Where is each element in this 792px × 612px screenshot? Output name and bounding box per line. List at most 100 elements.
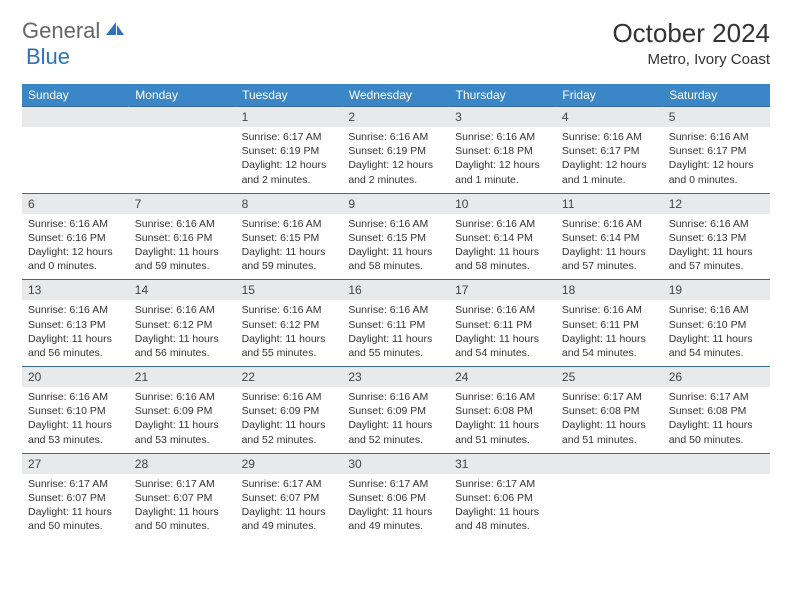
day-number-cell: 9 [342, 193, 449, 214]
day-number: 13 [22, 280, 129, 300]
day-number: 23 [342, 367, 449, 387]
day-details: Sunrise: 6:16 AMSunset: 6:16 PMDaylight:… [22, 214, 129, 280]
logo-text-blue: Blue [26, 44, 70, 69]
day-number: 20 [22, 367, 129, 387]
day-details: Sunrise: 6:16 AMSunset: 6:11 PMDaylight:… [449, 300, 556, 366]
day-content-cell [22, 127, 129, 193]
day-details: Sunrise: 6:16 AMSunset: 6:11 PMDaylight:… [342, 300, 449, 366]
day-content-cell: Sunrise: 6:16 AMSunset: 6:11 PMDaylight:… [342, 300, 449, 366]
day-content-cell: Sunrise: 6:16 AMSunset: 6:13 PMDaylight:… [22, 300, 129, 366]
day-number-cell: 15 [236, 280, 343, 301]
day-number-cell [22, 107, 129, 128]
day-details: Sunrise: 6:16 AMSunset: 6:18 PMDaylight:… [449, 127, 556, 193]
day-number-cell: 24 [449, 367, 556, 388]
weekday-header: Tuesday [236, 84, 343, 107]
day-number-cell: 25 [556, 367, 663, 388]
day-content-cell: Sunrise: 6:17 AMSunset: 6:08 PMDaylight:… [556, 387, 663, 453]
day-number-cell: 26 [663, 367, 770, 388]
day-content-cell: Sunrise: 6:16 AMSunset: 6:10 PMDaylight:… [22, 387, 129, 453]
day-details: Sunrise: 6:16 AMSunset: 6:11 PMDaylight:… [556, 300, 663, 366]
day-number-cell: 22 [236, 367, 343, 388]
day-content-cell: Sunrise: 6:16 AMSunset: 6:17 PMDaylight:… [663, 127, 770, 193]
day-number: 19 [663, 280, 770, 300]
day-number-cell: 21 [129, 367, 236, 388]
day-number-cell: 6 [22, 193, 129, 214]
day-number-cell: 20 [22, 367, 129, 388]
day-content-row: Sunrise: 6:17 AMSunset: 6:07 PMDaylight:… [22, 474, 770, 540]
day-details: Sunrise: 6:16 AMSunset: 6:08 PMDaylight:… [449, 387, 556, 453]
day-details: Sunrise: 6:17 AMSunset: 6:07 PMDaylight:… [236, 474, 343, 540]
day-details: Sunrise: 6:17 AMSunset: 6:07 PMDaylight:… [129, 474, 236, 540]
day-content-cell: Sunrise: 6:16 AMSunset: 6:18 PMDaylight:… [449, 127, 556, 193]
day-number: 31 [449, 454, 556, 474]
day-number-cell: 12 [663, 193, 770, 214]
logo-sail-icon [104, 18, 126, 44]
day-content-cell [663, 474, 770, 540]
day-content-cell: Sunrise: 6:17 AMSunset: 6:07 PMDaylight:… [129, 474, 236, 540]
day-number-cell: 1 [236, 107, 343, 128]
day-number: 27 [22, 454, 129, 474]
day-details: Sunrise: 6:17 AMSunset: 6:06 PMDaylight:… [449, 474, 556, 540]
weekday-header: Wednesday [342, 84, 449, 107]
day-content-cell: Sunrise: 6:16 AMSunset: 6:08 PMDaylight:… [449, 387, 556, 453]
day-content-cell: Sunrise: 6:16 AMSunset: 6:15 PMDaylight:… [236, 214, 343, 280]
day-number-cell [556, 453, 663, 474]
day-number: 18 [556, 280, 663, 300]
day-details: Sunrise: 6:16 AMSunset: 6:09 PMDaylight:… [129, 387, 236, 453]
day-number-cell: 8 [236, 193, 343, 214]
day-number-cell: 18 [556, 280, 663, 301]
day-details: Sunrise: 6:17 AMSunset: 6:08 PMDaylight:… [556, 387, 663, 453]
day-content-cell: Sunrise: 6:16 AMSunset: 6:19 PMDaylight:… [342, 127, 449, 193]
day-number-cell: 23 [342, 367, 449, 388]
calendar-table: SundayMondayTuesdayWednesdayThursdayFrid… [22, 84, 770, 540]
day-number: 30 [342, 454, 449, 474]
day-number-cell: 28 [129, 453, 236, 474]
day-number: 3 [449, 107, 556, 127]
day-number: 12 [663, 194, 770, 214]
weekday-header-row: SundayMondayTuesdayWednesdayThursdayFrid… [22, 84, 770, 107]
day-number: 14 [129, 280, 236, 300]
day-number: 26 [663, 367, 770, 387]
day-content-cell: Sunrise: 6:16 AMSunset: 6:11 PMDaylight:… [556, 300, 663, 366]
day-content-cell: Sunrise: 6:16 AMSunset: 6:16 PMDaylight:… [22, 214, 129, 280]
day-number-cell: 11 [556, 193, 663, 214]
day-details: Sunrise: 6:16 AMSunset: 6:14 PMDaylight:… [556, 214, 663, 280]
day-number-cell: 2 [342, 107, 449, 128]
day-content-cell: Sunrise: 6:16 AMSunset: 6:16 PMDaylight:… [129, 214, 236, 280]
day-content-row: Sunrise: 6:16 AMSunset: 6:16 PMDaylight:… [22, 214, 770, 280]
day-details: Sunrise: 6:16 AMSunset: 6:13 PMDaylight:… [663, 214, 770, 280]
day-number-cell: 4 [556, 107, 663, 128]
day-details: Sunrise: 6:16 AMSunset: 6:17 PMDaylight:… [663, 127, 770, 193]
day-details: Sunrise: 6:17 AMSunset: 6:07 PMDaylight:… [22, 474, 129, 540]
day-number-cell: 14 [129, 280, 236, 301]
weekday-header: Friday [556, 84, 663, 107]
day-content-cell: Sunrise: 6:17 AMSunset: 6:06 PMDaylight:… [449, 474, 556, 540]
day-number-row: 13141516171819 [22, 280, 770, 301]
day-content-cell: Sunrise: 6:16 AMSunset: 6:09 PMDaylight:… [342, 387, 449, 453]
day-content-cell: Sunrise: 6:16 AMSunset: 6:17 PMDaylight:… [556, 127, 663, 193]
day-content-cell: Sunrise: 6:17 AMSunset: 6:07 PMDaylight:… [236, 474, 343, 540]
day-content-cell: Sunrise: 6:16 AMSunset: 6:15 PMDaylight:… [342, 214, 449, 280]
day-content-cell [129, 127, 236, 193]
day-content-cell [556, 474, 663, 540]
day-number-cell [129, 107, 236, 128]
day-details: Sunrise: 6:17 AMSunset: 6:19 PMDaylight:… [236, 127, 343, 193]
day-number: 21 [129, 367, 236, 387]
day-details: Sunrise: 6:16 AMSunset: 6:14 PMDaylight:… [449, 214, 556, 280]
day-number: 8 [236, 194, 343, 214]
day-number-cell: 30 [342, 453, 449, 474]
day-number: 15 [236, 280, 343, 300]
day-number: 22 [236, 367, 343, 387]
day-number: 7 [129, 194, 236, 214]
logo-text-general: General [22, 18, 100, 44]
day-number: 10 [449, 194, 556, 214]
day-number: 11 [556, 194, 663, 214]
day-content-cell: Sunrise: 6:16 AMSunset: 6:13 PMDaylight:… [663, 214, 770, 280]
weekday-header: Thursday [449, 84, 556, 107]
location: Metro, Ivory Coast [612, 51, 770, 68]
day-details: Sunrise: 6:16 AMSunset: 6:16 PMDaylight:… [129, 214, 236, 280]
day-content-cell: Sunrise: 6:16 AMSunset: 6:12 PMDaylight:… [129, 300, 236, 366]
day-details: Sunrise: 6:16 AMSunset: 6:12 PMDaylight:… [236, 300, 343, 366]
day-number: 9 [342, 194, 449, 214]
day-number-cell: 3 [449, 107, 556, 128]
